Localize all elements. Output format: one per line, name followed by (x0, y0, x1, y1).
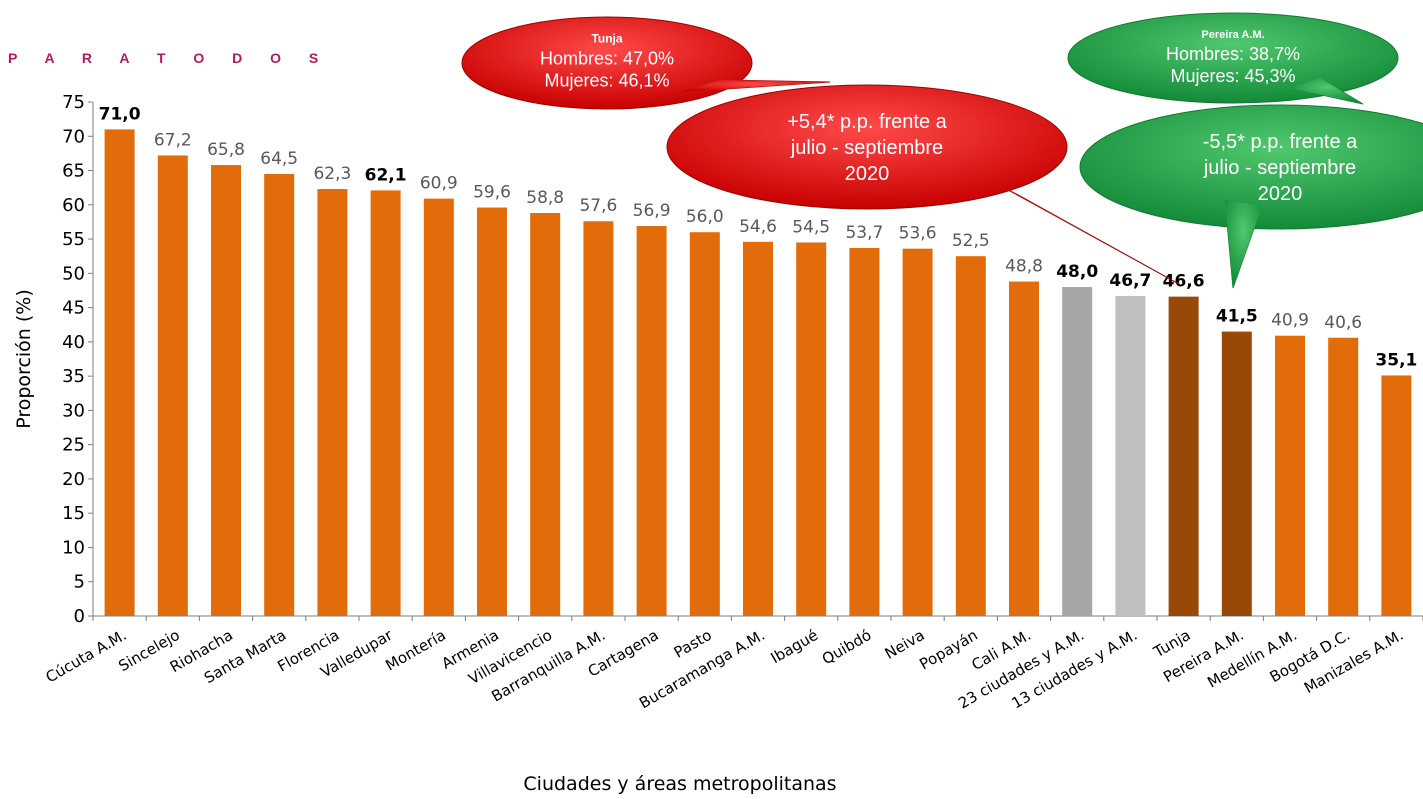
y-tick-label: 20 (62, 469, 85, 490)
bar-value-label: 67,2 (154, 130, 192, 150)
callout-tail-fill (1225, 200, 1262, 288)
bar (636, 226, 667, 616)
bar-value-label: 56,0 (686, 207, 724, 227)
callout-line: 2020 (1258, 183, 1303, 205)
bar (583, 221, 614, 617)
bar-value-label: 40,9 (1271, 311, 1309, 331)
y-tick-label: 5 (74, 572, 85, 593)
bar (1115, 295, 1146, 616)
callout-tail-fill (1290, 78, 1363, 104)
y-tick-label: 60 (62, 195, 85, 216)
bar-value-label: 52,5 (952, 231, 990, 251)
bar (211, 165, 241, 616)
callout-line: 2020 (845, 163, 890, 185)
bar (1381, 375, 1412, 616)
bar-value-label: 35,1 (1375, 350, 1417, 370)
bar (1221, 331, 1252, 616)
bar-value-label: 62,1 (365, 165, 407, 185)
x-axis-title: Ciudades y áreas metropolitanas (523, 773, 836, 795)
callout-tail-fill (990, 180, 1179, 284)
y-tick-label: 70 (62, 126, 85, 147)
bar-value-label: 40,6 (1324, 313, 1362, 333)
callout-line: Mujeres: 45,3% (1170, 66, 1295, 86)
bar (1009, 281, 1039, 616)
callout-title: Pereira A.M. (1201, 29, 1264, 41)
y-tick-label: 65 (62, 161, 85, 182)
x-tick-label: Cúcuta A.M. (43, 626, 130, 687)
callout-line: julio - septiembre (790, 137, 943, 159)
bar (902, 248, 933, 617)
bar-value-label: 41,5 (1216, 307, 1258, 327)
callout-pereira-change: -5,5* p.p. frente a julio - septiembre 202… (1079, 104, 1423, 289)
y-tick-label: 75 (62, 92, 85, 113)
bar-value-label: 65,8 (207, 140, 245, 160)
header-text: P A R A T O D O S (8, 50, 331, 66)
bar-value-label: 54,6 (739, 217, 777, 237)
bar (370, 190, 401, 616)
bar (1168, 296, 1199, 616)
bar-value-label: 60,9 (420, 174, 458, 194)
bar (849, 247, 880, 616)
y-tick-label: 35 (62, 366, 85, 387)
bar (1062, 287, 1093, 616)
bar-value-label: 62,3 (313, 164, 351, 184)
bar-value-label: 64,5 (260, 149, 298, 169)
callout-pereira-stats: Pereira A.M. Hombres: 38,7%Mujeres: 45,3% (1067, 12, 1399, 105)
y-axis-title: Proporción (%) (13, 289, 35, 429)
bar (317, 189, 348, 616)
callout-line: Hombres: 47,0% (540, 48, 674, 68)
y-tick-label: 10 (62, 537, 85, 558)
bar-value-label: 46,7 (1109, 271, 1151, 291)
callout-title: Tunja (591, 31, 622, 45)
bar (477, 207, 507, 617)
callout-line: julio - septiembre (1203, 157, 1356, 179)
callout-line: Mujeres: 46,1% (544, 70, 669, 90)
bar-value-label: 46,6 (1163, 272, 1205, 292)
callout-line: +5,4* p.p. frente a (787, 111, 947, 133)
bar (796, 242, 827, 616)
bar-value-label: 48,0 (1056, 262, 1098, 282)
bar-value-label: 58,8 (526, 188, 564, 208)
y-tick-label: 45 (62, 298, 85, 319)
bar-value-label: 48,8 (1005, 257, 1043, 277)
callout-tunja-change: +5,4* p.p. frente a julio - septiembre 202… (666, 84, 1180, 285)
y-tick-label: 25 (62, 435, 85, 456)
bar-value-label: 53,7 (845, 223, 883, 243)
bar (955, 256, 986, 616)
x-tick-label: Ibagué (768, 626, 822, 667)
bar (1328, 337, 1359, 616)
callout-bubble (666, 84, 1068, 210)
bar (530, 213, 561, 617)
bar-value-label: 71,0 (99, 104, 141, 124)
callout-tail-fill (680, 80, 830, 92)
bar-value-label: 53,6 (899, 224, 937, 244)
bar (423, 198, 454, 616)
callout-tunja-stats: Tunja Hombres: 47,0%Mujeres: 46,1% (461, 16, 831, 110)
callout-bubble (1079, 104, 1423, 230)
bar (264, 173, 295, 616)
y-tick-label: 30 (62, 400, 85, 421)
x-tick-label: Quibdó (819, 626, 875, 668)
callout-bubble (461, 16, 753, 110)
callout-line: -5,5* p.p. frente a (1203, 131, 1358, 153)
bar (104, 129, 135, 616)
y-tick-label: 15 (62, 503, 85, 524)
x-tick-label: Popayán (916, 626, 980, 674)
bar (689, 232, 720, 617)
callout-line: Hombres: 38,7% (1166, 44, 1300, 64)
y-tick-label: 40 (62, 332, 85, 353)
bar (157, 155, 188, 616)
bar-value-label: 59,6 (473, 183, 511, 203)
y-tick-label: 0 (74, 606, 85, 627)
bar-value-label: 56,9 (633, 201, 671, 221)
bar (743, 241, 773, 617)
bar (1275, 335, 1305, 616)
bar-value-label: 57,6 (579, 196, 617, 216)
x-tick-label: Montería (382, 626, 448, 675)
y-tick-label: 50 (62, 263, 85, 284)
bar-value-label: 54,5 (792, 217, 830, 237)
y-tick-label: 55 (62, 229, 85, 250)
